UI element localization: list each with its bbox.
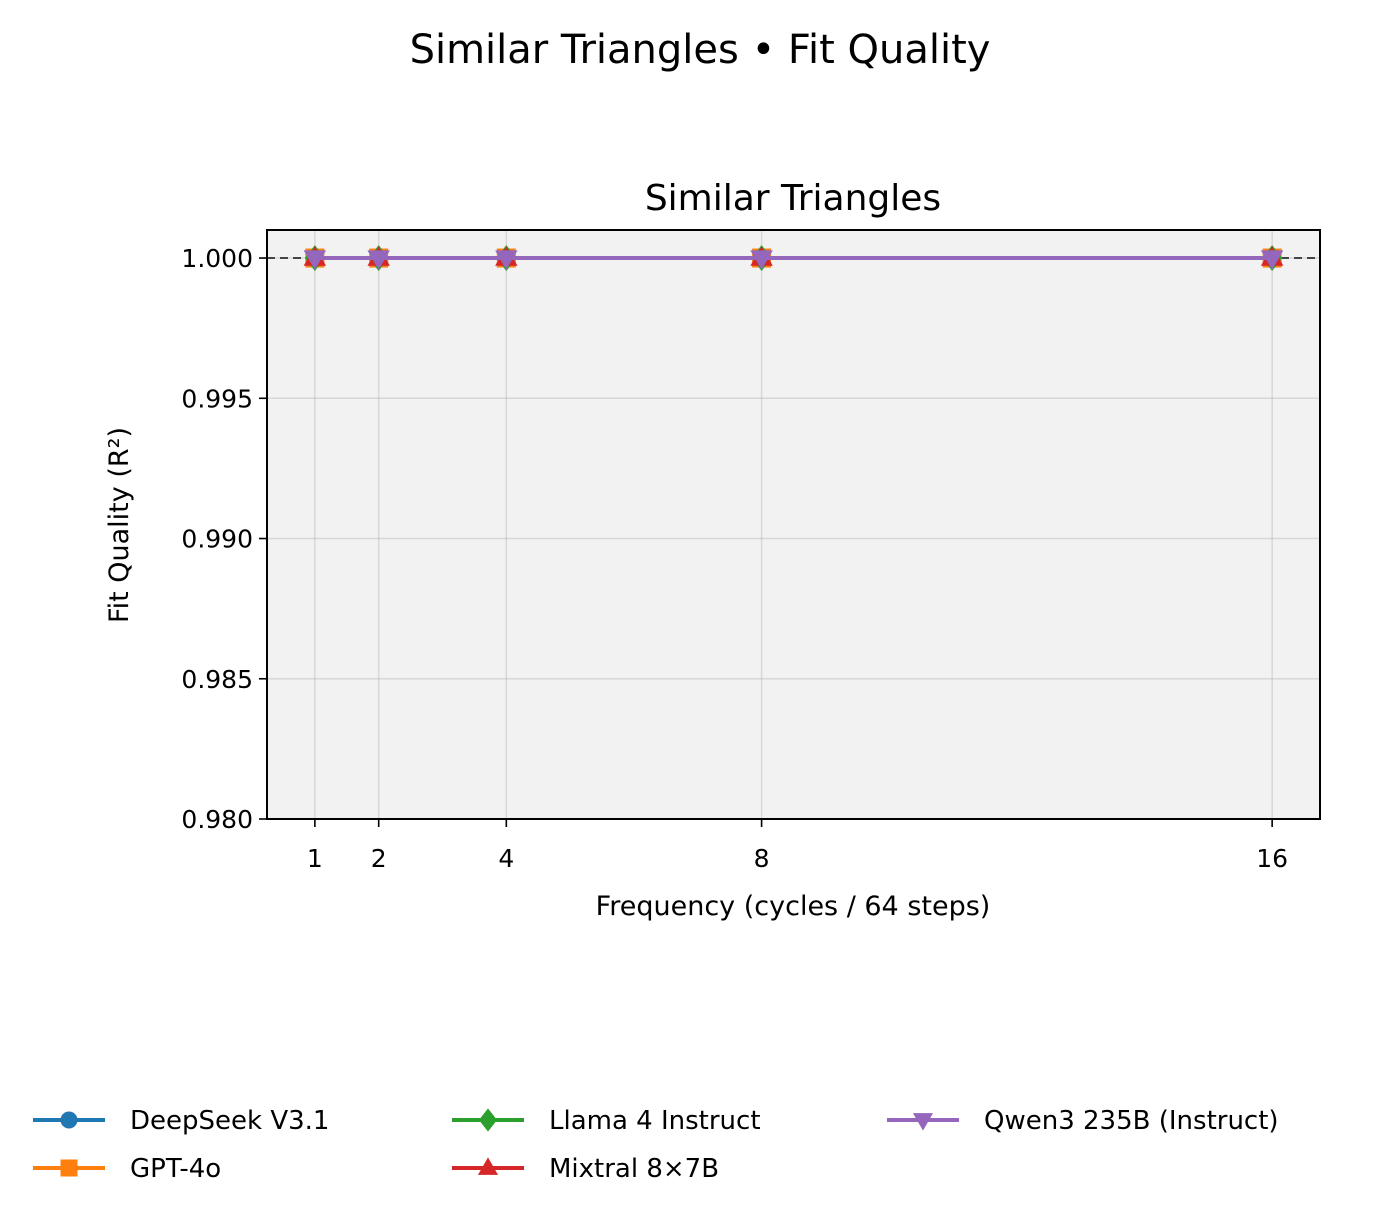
legend-label-3: Mixtral 8×7B — [549, 1154, 719, 1184]
x-tick-label-0: 1 — [307, 844, 323, 873]
x-tick-label-2: 4 — [498, 844, 514, 873]
series-4-point-0 — [303, 250, 327, 270]
y-axis: 0.980 0.985 0.990 0.995 1.000 — [181, 244, 267, 834]
legend-item-1: GPT-4o — [33, 1154, 221, 1184]
legend-item-0: DeepSeek V3.1 — [33, 1106, 329, 1136]
series-group — [303, 245, 1284, 272]
series-4-point-3 — [750, 250, 773, 270]
legend-label-4: Qwen3 235B (Instruct) — [984, 1106, 1279, 1136]
legend: DeepSeek V3.1 GPT-4o Llama 4 Instruct Mixtr… — [33, 1106, 1279, 1184]
x-tick-label-1: 2 — [371, 844, 387, 873]
figure-title: Similar Triangles • Fit Quality — [410, 27, 991, 73]
series-4 — [303, 250, 1284, 270]
series-4-point-1 — [367, 250, 390, 270]
legend-marker-3 — [477, 1157, 499, 1175]
series-4-point-4 — [1260, 250, 1284, 270]
legend-marker-0 — [60, 1111, 78, 1129]
series-4-point-2 — [495, 250, 518, 270]
plot-area — [267, 230, 1320, 819]
x-axis: 1 2 4 8 16 — [307, 819, 1288, 873]
y-tick-label-1: 0.985 — [181, 665, 253, 694]
x-tick-label-4: 16 — [1256, 844, 1288, 873]
legend-label-0: DeepSeek V3.1 — [130, 1106, 329, 1136]
legend-label-1: GPT-4o — [130, 1154, 221, 1184]
y-tick-label-2: 0.990 — [181, 525, 253, 554]
x-axis-label: Frequency (cycles / 64 steps) — [596, 891, 991, 922]
legend-marker-2 — [478, 1108, 498, 1132]
y-axis-label: Fit Quality (R²) — [104, 427, 135, 623]
y-tick-label-4: 1.000 — [181, 244, 253, 273]
plot-frame — [266, 229, 1321, 820]
legend-item-3: Mixtral 8×7B — [452, 1154, 719, 1184]
legend-item-4: Qwen3 235B (Instruct) — [887, 1106, 1279, 1136]
x-tick-label-3: 8 — [754, 844, 770, 873]
legend-marker-1 — [60, 1159, 78, 1177]
y-tick-label-0: 0.980 — [181, 805, 253, 834]
chart-title: Similar Triangles — [645, 178, 941, 219]
legend-label-2: Llama 4 Instruct — [549, 1106, 761, 1136]
legend-item-2: Llama 4 Instruct — [452, 1106, 761, 1136]
legend-marker-4 — [912, 1113, 934, 1131]
y-tick-label-3: 0.995 — [181, 384, 253, 413]
